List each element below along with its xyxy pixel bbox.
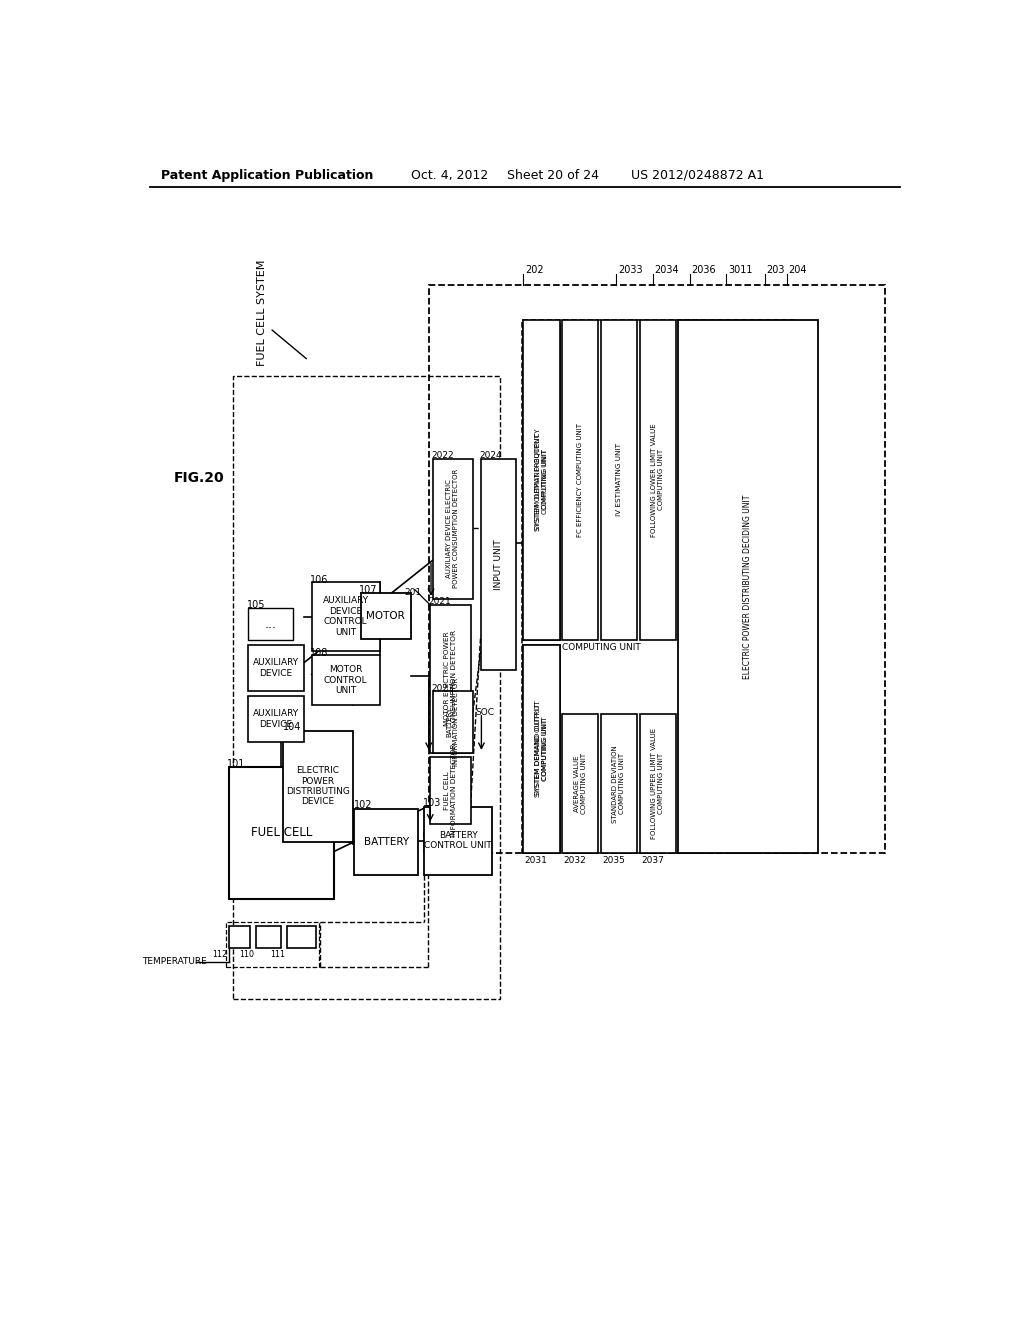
Text: ELECTRIC POWER DISTRIBUTING DECIDING UNIT: ELECTRIC POWER DISTRIBUTING DECIDING UNI… xyxy=(743,494,753,678)
Text: 111: 111 xyxy=(270,950,286,958)
Bar xyxy=(287,927,316,948)
Bar xyxy=(562,714,598,853)
Bar xyxy=(562,321,598,640)
Text: STANDARD DEVIATION
COMPUTING UNIT: STANDARD DEVIATION COMPUTING UNIT xyxy=(612,744,626,822)
Text: 2034: 2034 xyxy=(654,265,679,275)
Text: SYSTEM OUTPUT FREQUENCY
COMPUTING UNIT: SYSTEM OUTPUT FREQUENCY COMPUTING UNIT xyxy=(535,429,548,531)
Text: 203: 203 xyxy=(767,265,785,275)
Text: FC EFFICIENCY COMPUTING UNIT: FC EFFICIENCY COMPUTING UNIT xyxy=(578,422,584,537)
Text: 112: 112 xyxy=(212,950,227,958)
Text: Oct. 4, 2012: Oct. 4, 2012 xyxy=(411,169,488,182)
Bar xyxy=(601,321,637,640)
Text: FUEL CELL SYSTEM: FUEL CELL SYSTEM xyxy=(257,259,267,366)
Text: 104: 104 xyxy=(283,722,301,731)
Text: 201: 201 xyxy=(404,589,422,597)
Text: MOTOR: MOTOR xyxy=(367,611,406,620)
Text: 3011: 3011 xyxy=(728,265,753,275)
Bar xyxy=(523,645,560,853)
Text: SOC: SOC xyxy=(475,709,495,717)
Text: 108: 108 xyxy=(310,648,329,657)
Bar xyxy=(226,923,319,966)
Bar xyxy=(311,582,380,651)
Bar xyxy=(432,459,473,599)
Text: FUEL CELL: FUEL CELL xyxy=(251,826,312,840)
Text: Sheet 20 of 24: Sheet 20 of 24 xyxy=(507,169,599,182)
Bar xyxy=(232,376,500,999)
Bar xyxy=(678,321,818,853)
Text: AVERAGE VALUE
COMPUTING UNIT: AVERAGE VALUE COMPUTING UNIT xyxy=(573,754,587,814)
Bar xyxy=(248,645,304,692)
Bar xyxy=(354,809,418,875)
Text: 103: 103 xyxy=(423,797,441,808)
Text: Patent Application Publication: Patent Application Publication xyxy=(162,169,374,182)
Text: AUXILIARY
DEVICE: AUXILIARY DEVICE xyxy=(253,659,299,678)
Text: 2022: 2022 xyxy=(431,451,454,461)
Text: FOLLOWING UPPER LIMIT VALUE
COMPUTING UNIT: FOLLOWING UPPER LIMIT VALUE COMPUTING UN… xyxy=(651,729,665,840)
Bar xyxy=(228,767,334,899)
Text: IV ESTIMATING UNIT: IV ESTIMATING UNIT xyxy=(616,444,622,516)
Text: SYSTEM DEMAND OUTPUT
COMPUTING UNIT: SYSTEM DEMAND OUTPUT COMPUTING UNIT xyxy=(536,701,548,797)
Text: 2032: 2032 xyxy=(563,857,587,865)
Bar xyxy=(523,323,560,640)
Bar xyxy=(601,714,637,853)
Bar xyxy=(248,609,293,640)
Text: ELECTRIC
POWER
DISTRIBUTING
DEVICE: ELECTRIC POWER DISTRIBUTING DEVICE xyxy=(286,766,350,807)
Bar xyxy=(480,459,515,671)
Bar xyxy=(311,655,380,705)
Text: 2037: 2037 xyxy=(641,857,664,865)
Bar xyxy=(430,605,471,752)
Text: 204: 204 xyxy=(788,265,807,275)
Text: 102: 102 xyxy=(354,800,373,810)
Text: AUXILIARY DEVICE ELECTRIC
POWER CONSUMPTION DETECTOR: AUXILIARY DEVICE ELECTRIC POWER CONSUMPT… xyxy=(446,469,459,589)
Text: 110: 110 xyxy=(240,950,254,958)
Text: BATTERY
INFORMATION DETECTOR: BATTERY INFORMATION DETECTOR xyxy=(446,678,459,766)
Text: 2033: 2033 xyxy=(617,265,642,275)
Text: 2023: 2023 xyxy=(431,684,454,693)
Bar xyxy=(523,645,560,853)
Text: 2024: 2024 xyxy=(479,451,502,461)
Bar xyxy=(430,756,471,825)
Text: BATTERY: BATTERY xyxy=(364,837,409,846)
Bar xyxy=(256,927,281,948)
Text: SYSTEM DEMAND OUTPUT
COMPUTING UNIT: SYSTEM DEMAND OUTPUT COMPUTING UNIT xyxy=(535,704,548,795)
Text: US 2012/0248872 A1: US 2012/0248872 A1 xyxy=(631,169,764,182)
Text: FIG.20: FIG.20 xyxy=(174,471,224,484)
Text: AUXILIARY
DEVICE
CONTROL
UNIT: AUXILIARY DEVICE CONTROL UNIT xyxy=(323,597,369,636)
Text: TEMPERATURE: TEMPERATURE xyxy=(142,957,207,966)
Text: INPUT UNIT: INPUT UNIT xyxy=(494,539,503,590)
Bar xyxy=(228,927,251,948)
Text: 107: 107 xyxy=(359,585,378,595)
Bar xyxy=(521,321,797,853)
Bar xyxy=(432,692,473,752)
Text: AUXILIARY
DEVICE: AUXILIARY DEVICE xyxy=(253,709,299,729)
Text: MOTOR ELECTRIC POWER
CONSUMPTION DETECTOR: MOTOR ELECTRIC POWER CONSUMPTION DETECTO… xyxy=(443,631,457,727)
Text: SYSTEM DEMAND OUTPUT
COMPUTING UNIT: SYSTEM DEMAND OUTPUT COMPUTING UNIT xyxy=(536,433,548,531)
Text: 2021: 2021 xyxy=(429,598,452,606)
Text: BATTERY
CONTROL UNIT: BATTERY CONTROL UNIT xyxy=(424,830,492,850)
Text: MOTOR
CONTROL
UNIT: MOTOR CONTROL UNIT xyxy=(324,665,368,694)
Bar xyxy=(283,730,352,842)
Bar xyxy=(360,593,411,639)
Text: COMPUTING UNIT: COMPUTING UNIT xyxy=(562,643,641,652)
Bar xyxy=(523,321,560,640)
Bar xyxy=(424,807,493,875)
Text: FOLLOWING LOWER LIMIT VALUE
COMPUTING UNIT: FOLLOWING LOWER LIMIT VALUE COMPUTING UN… xyxy=(651,424,665,537)
Text: ...: ... xyxy=(264,618,276,631)
Bar xyxy=(640,321,676,640)
Text: 202: 202 xyxy=(524,265,544,275)
Text: 2035: 2035 xyxy=(602,857,626,865)
Text: 2031: 2031 xyxy=(524,857,548,865)
Bar xyxy=(640,714,676,853)
Bar xyxy=(429,285,885,853)
Text: 105: 105 xyxy=(247,601,265,610)
Text: FUEL CELL
INFORMATION DETECTOR: FUEL CELL INFORMATION DETECTOR xyxy=(443,744,457,837)
Text: 101: 101 xyxy=(227,759,246,768)
Bar xyxy=(248,696,304,742)
Text: 2036: 2036 xyxy=(691,265,716,275)
Text: 106: 106 xyxy=(310,574,329,585)
